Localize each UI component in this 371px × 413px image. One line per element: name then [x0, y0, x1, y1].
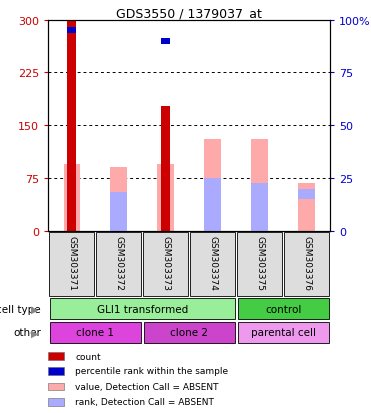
Text: GSM303373: GSM303373 [161, 236, 170, 291]
Text: GLI1 transformed: GLI1 transformed [96, 304, 188, 314]
Bar [252, 183, 268, 231]
Bar [298, 183, 315, 231]
Bar [48, 382, 64, 390]
Bar [252, 140, 268, 183]
Text: value, Detection Call = ABSENT: value, Detection Call = ABSENT [75, 382, 219, 391]
Bar [237, 299, 329, 320]
Text: GSM303376: GSM303376 [302, 236, 311, 291]
Text: GSM303375: GSM303375 [255, 236, 264, 291]
Bar [143, 232, 188, 297]
Bar [48, 398, 64, 406]
Text: control: control [265, 304, 301, 314]
Bar [111, 168, 127, 192]
Title: GDS3550 / 1379037_at: GDS3550 / 1379037_at [116, 7, 262, 19]
Bar [144, 322, 235, 343]
Bar [50, 299, 235, 320]
Bar [284, 232, 329, 297]
Bar [49, 232, 94, 297]
Bar [190, 232, 235, 297]
Bar [50, 322, 141, 343]
Bar [96, 232, 141, 297]
Bar [161, 106, 170, 231]
Bar [237, 232, 282, 297]
Text: percentile rank within the sample: percentile rank within the sample [75, 366, 228, 375]
Text: rank, Detection Call = ABSENT: rank, Detection Call = ABSENT [75, 397, 214, 406]
Text: other: other [13, 328, 41, 338]
Bar [237, 322, 329, 343]
Text: clone 1: clone 1 [76, 328, 114, 338]
Text: clone 2: clone 2 [170, 328, 208, 338]
Bar [67, 28, 76, 34]
Bar [48, 352, 64, 360]
Text: ▶: ▶ [32, 304, 39, 314]
Text: GSM303372: GSM303372 [114, 236, 123, 291]
Text: GSM303371: GSM303371 [67, 236, 76, 291]
Bar [298, 189, 315, 200]
Bar [204, 140, 221, 231]
Bar [111, 192, 127, 231]
Bar [48, 367, 64, 375]
Text: count: count [75, 352, 101, 361]
Text: GSM303374: GSM303374 [208, 236, 217, 291]
Bar [63, 165, 80, 231]
Bar [157, 165, 174, 231]
Text: ▶: ▶ [32, 328, 39, 338]
Text: cell type: cell type [0, 304, 41, 314]
Bar [68, 21, 76, 231]
Bar [204, 178, 221, 231]
Text: parental cell: parental cell [251, 328, 316, 338]
Bar [161, 39, 170, 45]
